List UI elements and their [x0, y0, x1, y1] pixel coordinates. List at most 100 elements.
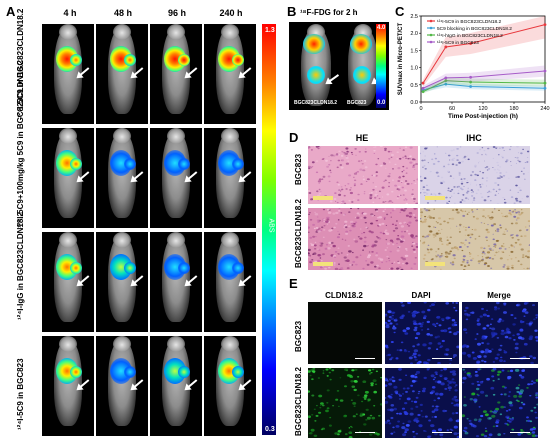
tissue-texture [475, 184, 478, 186]
data-point [469, 80, 472, 84]
tissue-texture [461, 249, 464, 252]
tissue-texture [484, 167, 487, 169]
tissue-texture [435, 232, 439, 235]
tissue-texture [466, 246, 469, 248]
tissue-texture [440, 253, 443, 255]
tissue-texture [535, 339, 538, 342]
tissue-texture [341, 200, 345, 203]
tissue-texture [532, 304, 535, 307]
tissue-texture [329, 171, 332, 174]
tissue-texture [471, 171, 475, 173]
tissue-texture [337, 247, 340, 249]
tissue-texture [411, 245, 414, 247]
tissue-texture [506, 267, 510, 270]
tissue-texture [369, 194, 373, 196]
tissue-texture [412, 315, 416, 318]
tissue-texture [413, 214, 415, 216]
data-point [469, 85, 472, 88]
tissue-texture [454, 385, 457, 388]
tissue-texture [484, 427, 487, 429]
tissue-texture [473, 398, 478, 402]
he-header: HE [355, 133, 369, 143]
tissue-texture [476, 355, 480, 358]
tissue-texture [423, 220, 427, 223]
row-label-bgc823: ¹²⁴I-5C9 in BGC823 [16, 358, 25, 430]
tissue-texture [529, 428, 534, 431]
tissue-texture [451, 188, 454, 191]
tissue-texture [406, 387, 410, 390]
tissue-texture [404, 332, 409, 335]
tissue-texture [398, 398, 401, 400]
tissue-texture [435, 255, 438, 258]
tissue-texture [438, 255, 442, 258]
tissue-texture [427, 248, 430, 251]
tissue-texture [352, 251, 354, 253]
tissue-texture [385, 232, 390, 235]
tissue-texture [481, 196, 484, 198]
tissue-texture [492, 425, 496, 428]
tissue-texture [366, 256, 371, 259]
he-bgc823-cldn [308, 208, 418, 270]
tissue-texture [456, 211, 460, 214]
tissue-texture [341, 159, 343, 161]
tissue-texture [506, 424, 510, 426]
tissue-texture [530, 382, 534, 386]
e-col-cldn: CLDN18.2 [325, 291, 363, 300]
tissue-texture [420, 218, 422, 220]
tissue-texture [466, 260, 469, 262]
tissue-texture [457, 185, 461, 188]
tissue-texture [498, 251, 500, 253]
tissue-texture [443, 220, 446, 223]
tissue-texture [524, 302, 529, 305]
tissue-texture [497, 370, 502, 374]
tissue-texture [499, 413, 503, 416]
tissue-texture [388, 396, 393, 399]
tissue-texture [479, 315, 483, 318]
tissue-texture [338, 150, 341, 153]
tissue-texture [460, 209, 462, 211]
tissue-texture [439, 232, 441, 234]
tissue-texture [379, 146, 383, 148]
tissue-texture [507, 370, 510, 372]
tissue-texture [519, 230, 521, 232]
tissue-texture [400, 230, 404, 233]
tissue-texture [481, 307, 484, 310]
tissue-texture [328, 155, 330, 157]
tissue-texture [499, 224, 502, 226]
tissue-texture [497, 184, 500, 186]
tissue-texture [404, 402, 408, 405]
tissue-texture [310, 199, 312, 201]
tissue-texture [353, 405, 356, 407]
tissue-texture [423, 302, 427, 304]
tissue-texture [383, 216, 386, 219]
tissue-texture [316, 190, 319, 193]
tissue-texture [333, 226, 336, 229]
tissue-texture [464, 197, 468, 200]
tissue-texture [412, 320, 417, 323]
tissue-texture [426, 189, 429, 191]
tissue-texture [448, 331, 452, 334]
tissue-texture [501, 146, 505, 149]
tissue-texture [323, 229, 326, 231]
tissue-texture [413, 161, 416, 163]
tissue-texture [319, 407, 322, 409]
data-point [444, 82, 448, 86]
tissue-texture [513, 215, 517, 218]
series-band [423, 65, 545, 91]
tissue-texture [463, 186, 465, 187]
tissue-texture [500, 332, 505, 336]
tissue-texture [309, 374, 312, 377]
tissue-texture [506, 417, 510, 419]
tissue-texture [486, 185, 488, 187]
tissue-texture [435, 251, 437, 253]
tissue-texture [404, 146, 408, 148]
tissue-texture [376, 216, 380, 219]
tissue-texture [348, 431, 353, 434]
tissue-texture [437, 160, 440, 163]
if-dapi-bgc823 [385, 302, 459, 364]
tissue-texture [375, 163, 378, 166]
tissue-texture [357, 376, 360, 378]
tissue-texture [328, 368, 332, 370]
tissue-texture [515, 184, 518, 187]
tissue-texture [344, 226, 348, 229]
